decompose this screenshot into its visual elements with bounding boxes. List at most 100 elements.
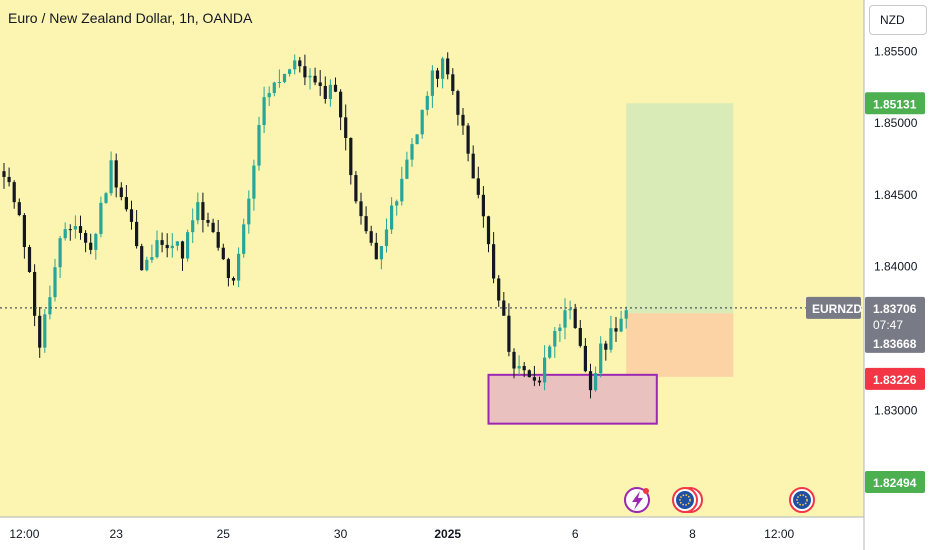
countdown-text: 07:47 bbox=[873, 318, 903, 332]
candle-body bbox=[63, 229, 67, 239]
candle bbox=[568, 300, 572, 320]
time-tick-label: 6 bbox=[572, 527, 579, 541]
eu-economic-event-icon[interactable] bbox=[672, 487, 703, 513]
candle-body bbox=[359, 201, 363, 217]
candle bbox=[155, 230, 159, 259]
candle bbox=[119, 182, 123, 201]
candle-body bbox=[124, 197, 128, 210]
candle bbox=[522, 362, 526, 378]
target-price-tag-box bbox=[865, 92, 925, 115]
candle-body bbox=[140, 246, 144, 271]
candle bbox=[73, 215, 77, 239]
dividend-flash-icon[interactable] bbox=[624, 487, 650, 513]
candle bbox=[247, 190, 251, 234]
candle bbox=[48, 285, 52, 320]
candle bbox=[129, 200, 134, 230]
chart-title: Euro / New Zealand Dollar, 1h, OANDA bbox=[8, 10, 253, 26]
candle bbox=[323, 76, 327, 104]
target-price-tag-text: 1.85131 bbox=[873, 97, 917, 111]
candle-body bbox=[94, 233, 98, 250]
time-axis[interactable] bbox=[0, 517, 864, 550]
candle-body bbox=[298, 60, 302, 67]
candle bbox=[588, 363, 593, 399]
event-icons bbox=[624, 487, 815, 513]
candle bbox=[543, 345, 547, 391]
candle-body bbox=[109, 160, 113, 194]
price-tick-label: 1.84500 bbox=[874, 188, 918, 202]
price-axis[interactable] bbox=[864, 0, 932, 550]
time-tick-label: 23 bbox=[110, 527, 124, 541]
candle-body bbox=[537, 380, 542, 383]
candle-body bbox=[415, 134, 419, 145]
candle bbox=[415, 134, 419, 145]
demand-zone-box[interactable] bbox=[487, 373, 658, 425]
candle bbox=[216, 219, 220, 251]
candle-body bbox=[461, 114, 465, 126]
candle bbox=[486, 215, 491, 253]
candle-body bbox=[481, 194, 485, 217]
target-zone[interactable] bbox=[626, 103, 734, 314]
candle-body bbox=[578, 327, 582, 346]
candle bbox=[400, 166, 404, 206]
candle bbox=[456, 89, 460, 126]
candle bbox=[441, 56, 445, 89]
candle bbox=[517, 355, 521, 375]
candle bbox=[507, 303, 511, 357]
candle bbox=[492, 232, 496, 284]
candle bbox=[145, 256, 149, 272]
candle bbox=[420, 109, 424, 139]
candle bbox=[68, 224, 72, 241]
candle-body bbox=[354, 175, 358, 202]
time-tick-label: 12:00 bbox=[764, 527, 794, 541]
candle bbox=[160, 232, 164, 253]
candle bbox=[451, 68, 455, 95]
candle-body bbox=[12, 182, 16, 203]
candle-body bbox=[221, 247, 225, 260]
stop-zone[interactable] bbox=[626, 313, 734, 377]
candle-body bbox=[374, 242, 378, 260]
stop-price-tag: 1.83226 bbox=[865, 367, 925, 390]
candle-body bbox=[594, 373, 598, 391]
candle bbox=[12, 180, 16, 209]
candle-body bbox=[33, 271, 37, 316]
candle-body bbox=[339, 91, 343, 118]
candle-body bbox=[451, 74, 455, 92]
candle-body bbox=[558, 327, 562, 332]
candle bbox=[33, 264, 37, 327]
candle bbox=[63, 222, 67, 241]
candle-body bbox=[78, 226, 83, 233]
candle bbox=[558, 323, 562, 342]
candle-body bbox=[84, 232, 88, 243]
candle-body bbox=[532, 377, 536, 381]
candle-body bbox=[344, 117, 348, 138]
candle bbox=[242, 218, 246, 258]
candle-body bbox=[497, 278, 501, 301]
candle-body bbox=[186, 232, 190, 259]
candle-body bbox=[476, 178, 480, 195]
symbol-price-tag: EURNZD bbox=[806, 296, 862, 319]
candle bbox=[180, 240, 185, 271]
candle-body bbox=[73, 226, 77, 230]
candle-body bbox=[573, 308, 577, 328]
candle-body bbox=[563, 310, 567, 328]
candle bbox=[390, 197, 394, 234]
candle-body bbox=[512, 351, 516, 369]
candle-body bbox=[53, 267, 57, 298]
candle bbox=[430, 65, 434, 108]
candle bbox=[2, 162, 6, 189]
eu-economic-event-icon-2[interactable] bbox=[789, 487, 815, 513]
candle-body bbox=[619, 318, 623, 332]
candle-body bbox=[349, 137, 353, 176]
candle bbox=[114, 153, 118, 198]
candle-body bbox=[364, 216, 368, 232]
currency-button[interactable]: NZD bbox=[869, 5, 927, 35]
candle bbox=[563, 298, 567, 340]
candle-body bbox=[180, 241, 185, 259]
candle-body bbox=[492, 244, 496, 279]
candle-body bbox=[231, 278, 236, 281]
price-tick-label: 1.83000 bbox=[874, 403, 918, 417]
candle-body bbox=[624, 310, 628, 319]
candle bbox=[435, 67, 440, 88]
candle-body bbox=[38, 315, 42, 348]
